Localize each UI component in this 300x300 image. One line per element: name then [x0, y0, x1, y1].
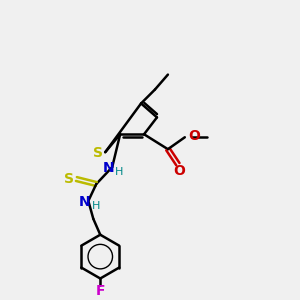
Text: S: S [64, 172, 74, 186]
Text: N: N [79, 195, 90, 209]
Text: F: F [95, 284, 105, 298]
Text: S: S [93, 146, 103, 160]
Text: H: H [115, 167, 123, 177]
Text: O: O [173, 164, 185, 178]
Text: H: H [92, 201, 100, 211]
Text: N: N [102, 161, 114, 175]
Text: O: O [188, 129, 200, 143]
